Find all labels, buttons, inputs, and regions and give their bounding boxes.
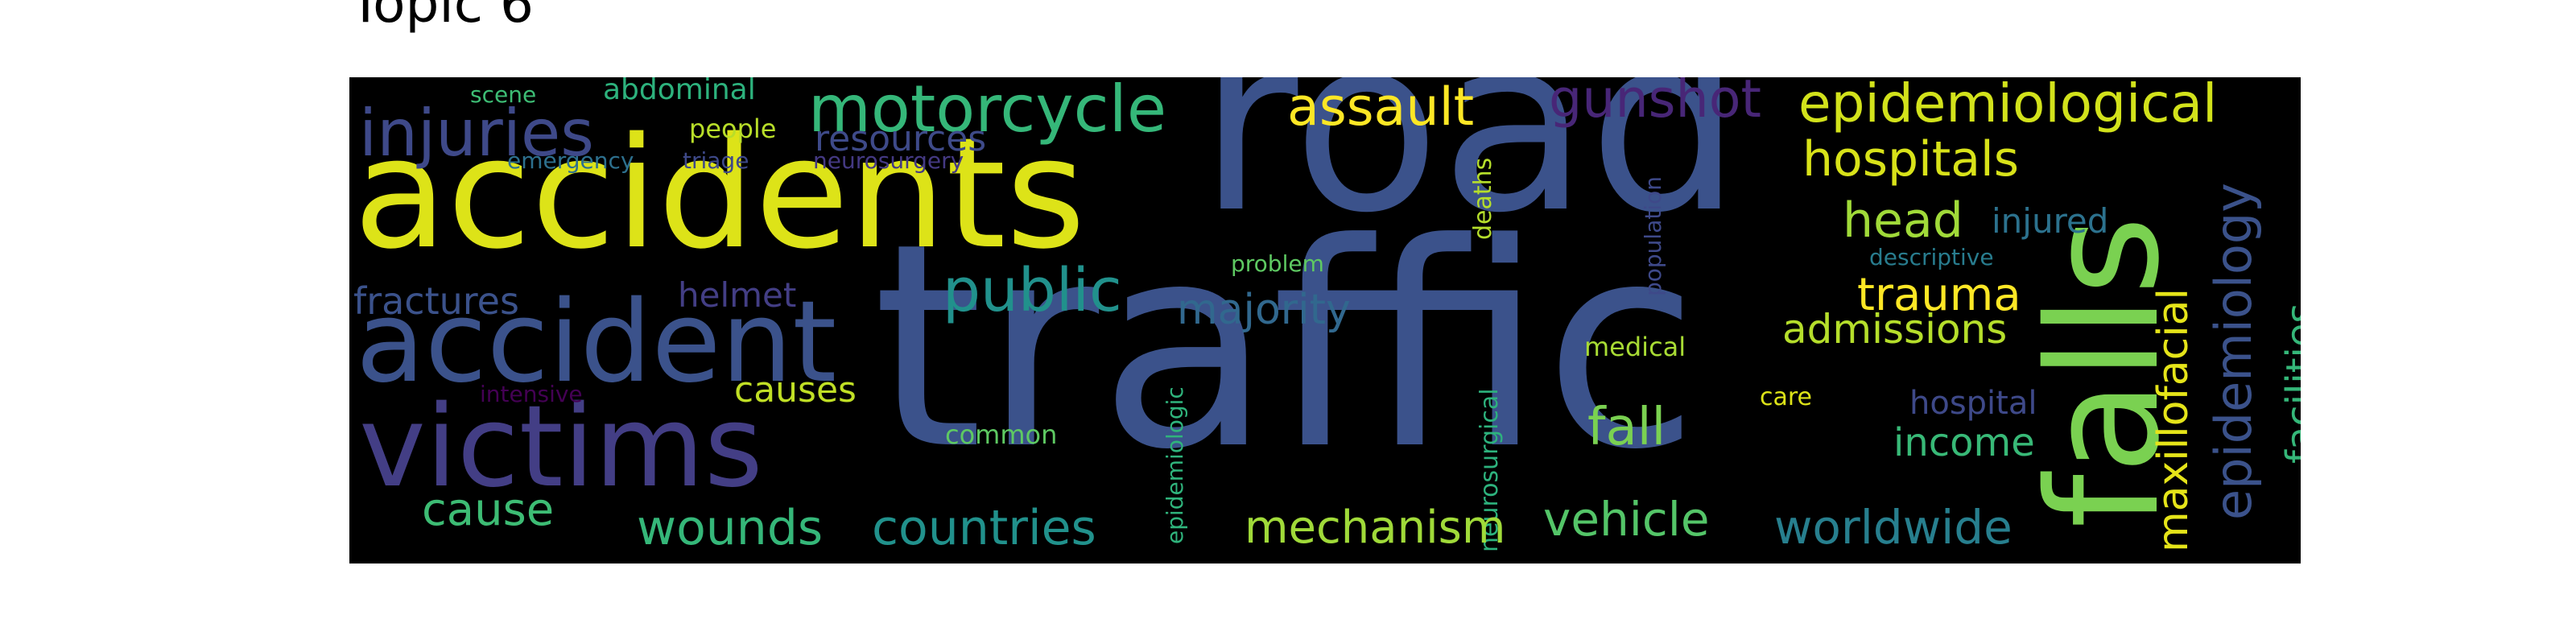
word-motorcycle: motorcycle (808, 77, 1167, 147)
word-head: head (1843, 192, 1963, 249)
word-epidemiology: epidemiology (2204, 183, 2263, 520)
word-cause: cause (422, 484, 555, 536)
word-fall: fall (1587, 398, 1666, 457)
word-neurosurgery: neurosurgery (813, 147, 964, 174)
word-wounds: wounds (637, 500, 824, 556)
word-common: common (945, 419, 1058, 450)
word-epidemiologic: epidemiologic (1162, 386, 1188, 544)
word-population: population (1640, 176, 1666, 296)
word-road: road (1199, 77, 1742, 266)
word-hospital: hospital (1909, 385, 2037, 422)
word-victims: victims (359, 382, 763, 513)
word-trauma: trauma (1857, 269, 2021, 321)
word-deaths: deaths (1469, 157, 1497, 240)
word-traffic: traffic (873, 183, 1699, 511)
word-majority: majority (1177, 286, 1351, 334)
word-assault: assault (1287, 77, 1475, 138)
word-mechanism: mechanism (1245, 502, 1506, 554)
word-triage: triage (683, 147, 749, 174)
word-facilities: facilities (2278, 303, 2301, 464)
word-accidents: accidents (353, 105, 1086, 283)
word-emergency: emergency (507, 147, 634, 174)
word-helmet: helmet (678, 275, 797, 315)
word-intensive: intensive (480, 381, 583, 407)
word-public: public (943, 256, 1122, 325)
word-gunshot: gunshot (1549, 77, 1761, 130)
plot-title: Topic 6 (349, 0, 534, 35)
word-causes: causes (734, 369, 857, 411)
word-injuries: injuries (359, 96, 594, 171)
word-abdominal: abdominal (603, 77, 756, 106)
word-income: income (1893, 420, 2035, 465)
word-cloud: traffic road accidents accident victims fall s… (349, 77, 2301, 564)
word-admissions: admissions (1782, 306, 2008, 353)
word-countries: countries (872, 500, 1096, 556)
word-descriptive: descriptive (1869, 244, 1994, 270)
word-epidemiological: epidemiological (1798, 77, 2218, 134)
word-maxillofacial: maxillofacial (2149, 288, 2198, 552)
word-people: people (689, 114, 777, 144)
word-accident: accident (356, 277, 837, 408)
word-resources: resources (815, 118, 987, 159)
word-worldwide: worldwide (1774, 500, 2013, 555)
word-care: care (1760, 383, 1813, 411)
word-vehicle: vehicle (1543, 492, 1710, 547)
word-injured: injured (1992, 201, 2109, 241)
word-scene: scene (470, 81, 537, 108)
word-problem: problem (1231, 250, 1324, 277)
word-hospitals: hospitals (1802, 131, 2019, 188)
word-medical: medical (1584, 332, 1686, 362)
word-fractures: fractures (353, 279, 519, 323)
